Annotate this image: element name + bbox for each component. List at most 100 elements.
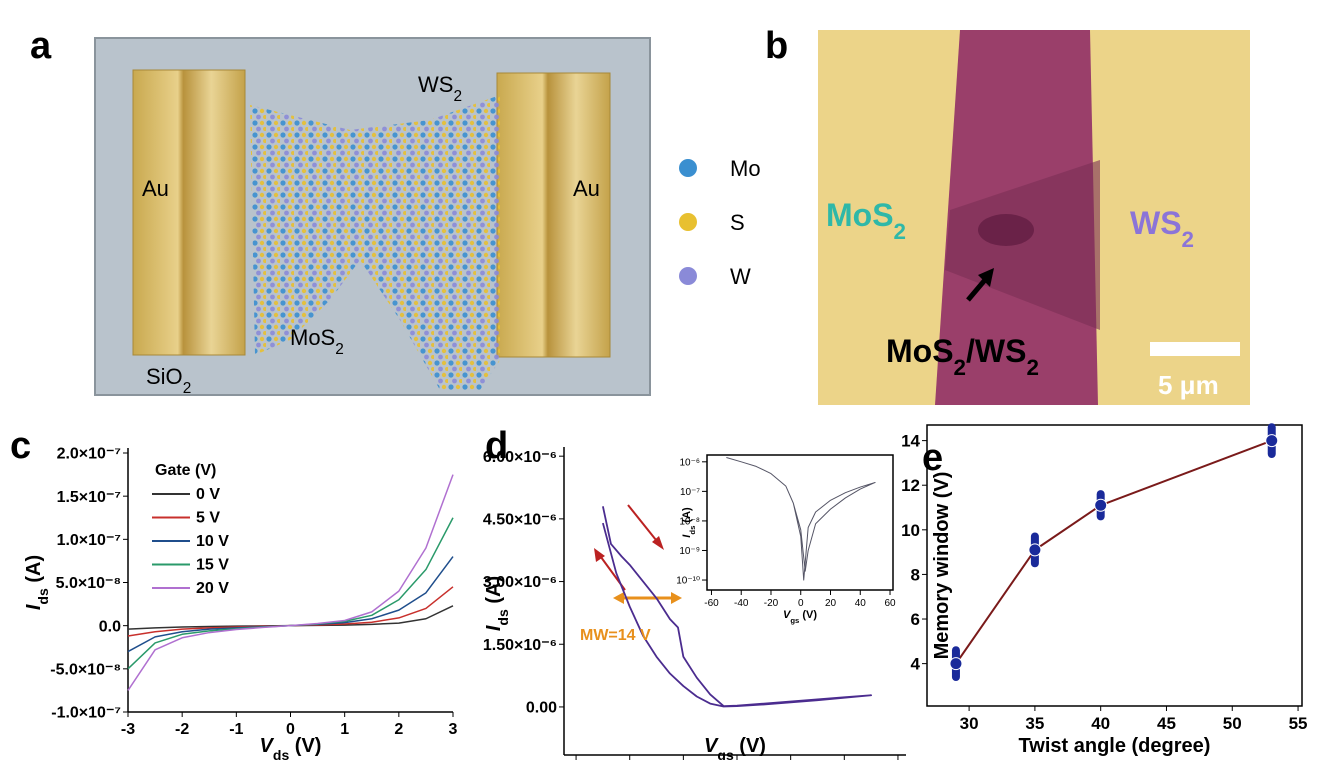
plot-frame <box>707 455 893 590</box>
x-tick-label: 35 <box>1025 714 1044 733</box>
x-tick-label: -2 <box>175 721 189 738</box>
atom-legend-label: S <box>730 210 745 235</box>
y-tick-label: 1.0×10⁻⁷ <box>57 532 121 549</box>
legend-label: 20 V <box>196 580 229 597</box>
panel-label: a <box>30 25 52 67</box>
text-part: /WS <box>966 333 1026 369</box>
text-part: (V) <box>799 609 817 621</box>
y-tick-label: -5.0×10⁻⁸ <box>50 661 121 678</box>
text-part: ds <box>273 747 290 760</box>
y-tick-label: 2.0×10⁻⁷ <box>57 446 121 463</box>
text-part: (A) <box>681 507 693 526</box>
x-tick-label: -60 <box>704 598 719 609</box>
y-tick-label: 8 <box>911 565 920 584</box>
electrode-label: Au <box>142 176 169 201</box>
y-tick-label: 12 <box>901 476 920 495</box>
y-tick-label: 1.50×10⁻⁶ <box>483 637 557 654</box>
legend-label: 0 V <box>196 486 220 503</box>
text-part: 2 <box>894 219 906 244</box>
x-axis-label: Vgs (V) <box>783 609 817 625</box>
text-part: (V) <box>734 735 766 757</box>
panel-label: b <box>765 25 788 67</box>
electrode-label: Au <box>573 176 600 201</box>
y-tick-label: 5.0×10⁻⁸ <box>56 575 121 592</box>
y-tick-label: 6.00×10⁻⁶ <box>483 449 557 466</box>
data-point <box>950 658 962 670</box>
x-tick-label: -40 <box>734 598 749 609</box>
data-point <box>1095 499 1107 511</box>
y-tick-label: 10⁻⁹ <box>679 546 700 557</box>
legend-label: 15 V <box>196 557 229 574</box>
x-tick-label: 45 <box>1157 714 1176 733</box>
scale-bar-label: 5 μm <box>1158 370 1219 400</box>
text-part: ds <box>688 526 697 535</box>
y-axis-label: Ids (A) <box>23 555 51 610</box>
x-tick-label: 1 <box>340 721 349 738</box>
data-point <box>1029 544 1041 556</box>
y-tick-label: 0.00 <box>526 700 557 717</box>
text-part: WS <box>418 72 453 97</box>
data-line <box>726 457 875 580</box>
text-part: ds <box>495 609 511 626</box>
x-tick-label: 40 <box>855 598 867 609</box>
x-tick-label: 20 <box>825 598 837 609</box>
x-axis-label: Vgs (V) <box>704 735 766 760</box>
data-line <box>128 557 453 652</box>
x-tick-label: 50 <box>1223 714 1242 733</box>
y-tick-label: -1.0×10⁻⁷ <box>51 705 121 722</box>
x-axis-label: Vds (V) <box>260 735 322 760</box>
atom-legend-label: Mo <box>730 156 761 181</box>
schematic <box>95 38 697 395</box>
text-part: SiO <box>146 364 183 389</box>
text-part: ds <box>35 588 51 605</box>
data-point <box>1266 435 1278 447</box>
text-part: 2 <box>183 380 192 397</box>
x-tick-label: -1 <box>229 721 243 738</box>
text-part: WS <box>1130 205 1182 241</box>
atom-legend-label: W <box>730 264 751 289</box>
x-tick-label: 30 <box>960 714 979 733</box>
data-line <box>128 475 453 691</box>
text-part: (V) <box>289 735 321 757</box>
y-tick-label: 10⁻¹⁰ <box>676 576 700 587</box>
y-tick-label: 0.0 <box>99 618 121 635</box>
text-part: 2 <box>453 88 462 105</box>
y-tick-label: 10 <box>901 521 920 540</box>
text-part: (A) <box>23 555 45 588</box>
x-tick-label: 0 <box>798 598 804 609</box>
x-axis-label: Twist angle (degree) <box>1019 735 1211 757</box>
x-tick-label: 40 <box>1091 714 1110 733</box>
text-part: 2 <box>335 341 344 358</box>
x-tick-label: 3 <box>449 721 458 738</box>
annotation-arrows <box>594 505 682 604</box>
data-line <box>956 441 1272 664</box>
y-tick-label: 14 <box>901 432 920 451</box>
y-tick-label: 4 <box>911 655 921 674</box>
y-tick-label: 1.5×10⁻⁷ <box>57 489 121 506</box>
x-tick-label: -3 <box>121 721 135 738</box>
y-tick-label: 4.50×10⁻⁶ <box>483 511 557 528</box>
legend-label: 5 V <box>196 510 220 527</box>
y-tick-label: 10⁻⁶ <box>679 457 700 468</box>
text-part: MoS <box>290 325 335 350</box>
x-tick-label: 2 <box>394 721 403 738</box>
annotation: MW=14 V <box>580 627 651 644</box>
legend-title: Gate (V) <box>155 462 216 479</box>
figure: abcdeAuAuWS2MoS2SiO2MoSWMoS2WS2MoS2/WS25… <box>0 0 1317 760</box>
text-part: gs <box>717 747 734 760</box>
legend-label: 10 V <box>196 533 229 550</box>
plot-frame <box>927 425 1302 706</box>
text-part: 2 <box>1182 227 1194 252</box>
y-tick-label: 6 <box>911 610 920 629</box>
text-part: 2 <box>954 355 966 380</box>
text-part: 2 <box>1026 355 1038 380</box>
panel-label: c <box>10 425 31 467</box>
text-part: (A) <box>483 576 505 609</box>
text-part: gs <box>790 616 799 625</box>
text-part: MoS <box>886 333 954 369</box>
text-part: MoS <box>826 197 894 233</box>
x-tick-label: -20 <box>764 598 779 609</box>
x-tick-label: 55 <box>1289 714 1308 733</box>
x-tick-label: 60 <box>884 598 896 609</box>
y-axis-label: Memory window (V) <box>931 472 953 660</box>
